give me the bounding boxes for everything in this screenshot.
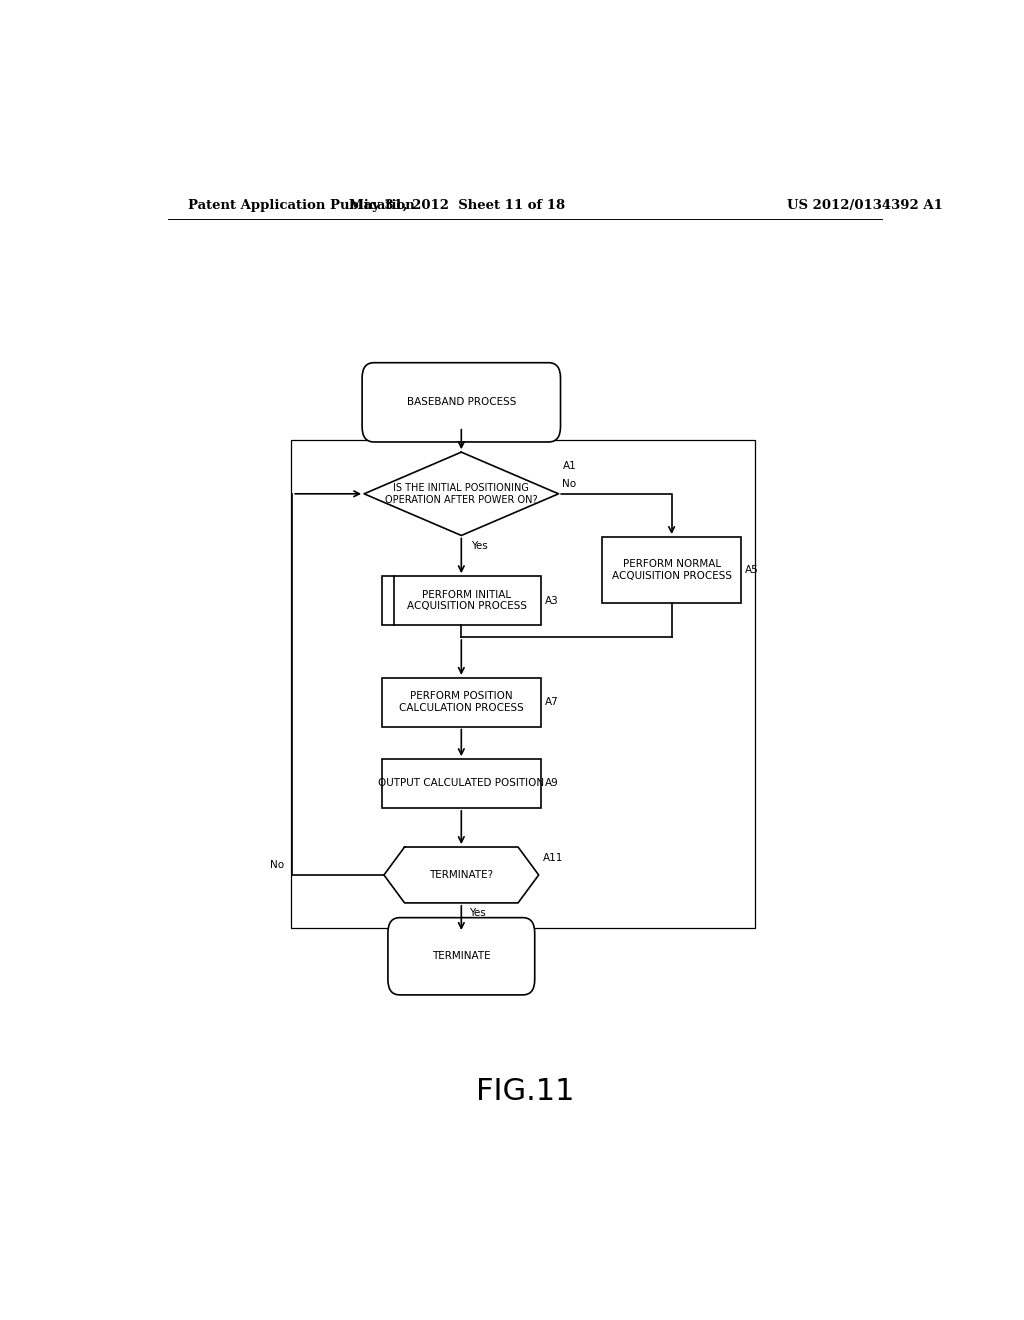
Text: Patent Application Publication: Patent Application Publication	[187, 198, 415, 211]
Text: PERFORM INITIAL
ACQUISITION PROCESS: PERFORM INITIAL ACQUISITION PROCESS	[407, 590, 527, 611]
Bar	[382, 576, 541, 624]
Text: BASEBAND PROCESS: BASEBAND PROCESS	[407, 397, 516, 408]
Text: A9: A9	[545, 779, 558, 788]
Text: A1: A1	[562, 462, 577, 471]
Text: A5: A5	[745, 565, 759, 576]
Polygon shape	[384, 847, 539, 903]
Polygon shape	[365, 453, 558, 536]
Bar	[291, 440, 755, 928]
Bar	[602, 537, 741, 603]
Text: No: No	[562, 479, 577, 488]
Text: Yes: Yes	[471, 541, 487, 550]
Text: A11: A11	[543, 853, 563, 863]
Text: PERFORM NORMAL
ACQUISITION PROCESS: PERFORM NORMAL ACQUISITION PROCESS	[611, 560, 731, 581]
Text: US 2012/0134392 A1: US 2012/0134392 A1	[786, 198, 942, 211]
Text: FIG.11: FIG.11	[475, 1077, 574, 1106]
Text: PERFORM POSITION
CALCULATION PROCESS: PERFORM POSITION CALCULATION PROCESS	[399, 692, 523, 713]
Text: IS THE INITIAL POSITIONING
OPERATION AFTER POWER ON?: IS THE INITIAL POSITIONING OPERATION AFT…	[385, 483, 538, 504]
Text: A3: A3	[545, 595, 558, 606]
FancyBboxPatch shape	[388, 917, 535, 995]
FancyBboxPatch shape	[362, 363, 560, 442]
Text: A7: A7	[545, 697, 558, 708]
Text: No: No	[270, 859, 285, 870]
Text: TERMINATE: TERMINATE	[432, 952, 490, 961]
Text: Yes: Yes	[469, 908, 486, 917]
Bar	[382, 759, 541, 808]
Text: May 31, 2012  Sheet 11 of 18: May 31, 2012 Sheet 11 of 18	[349, 198, 565, 211]
Text: TERMINATE?: TERMINATE?	[429, 870, 494, 880]
Text: OUTPUT CALCULATED POSITION: OUTPUT CALCULATED POSITION	[378, 779, 545, 788]
Bar	[382, 677, 541, 726]
